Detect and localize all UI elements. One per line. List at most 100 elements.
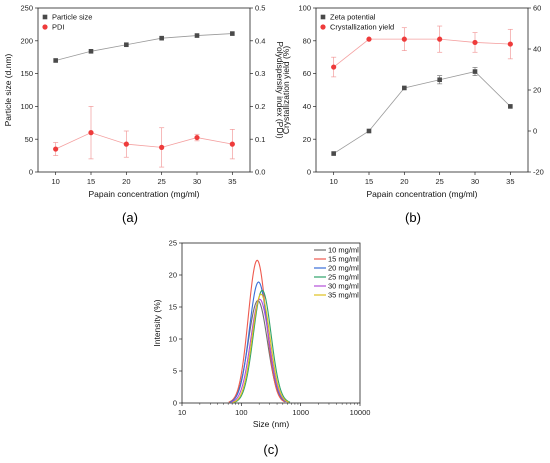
- y2-tick-label: 0.5: [255, 4, 265, 13]
- x-tick-label: 1000: [292, 408, 309, 417]
- series-line: [333, 38, 511, 68]
- data-point: [159, 35, 164, 41]
- data-point: [159, 144, 165, 150]
- data-point: [437, 77, 442, 83]
- y-tick-label: 250: [20, 4, 33, 13]
- panel-b: 10 15 20 25 30 35 0 20 40 60 80 100 -20 0 20 40 60 Papain…: [281, 4, 544, 225]
- panel-label: (c): [263, 442, 278, 457]
- legend-label: PDI: [52, 23, 65, 32]
- y2-axis-label: Polydispersity index (PDI): [275, 41, 285, 138]
- data-point: [123, 141, 129, 147]
- x-tick-label: 20: [400, 177, 408, 186]
- y-tick-label: 100: [298, 4, 311, 13]
- x-tick-label: 10: [51, 177, 59, 186]
- x-tick-label: 10: [178, 408, 186, 417]
- data-point: [124, 42, 129, 48]
- x-axis-label: Papain concentration (mg/ml): [366, 189, 477, 199]
- panel-label: (b): [405, 210, 421, 225]
- y-tick-label: 5: [173, 367, 177, 376]
- y2-tick-label: 40: [533, 45, 541, 54]
- data-point: [366, 36, 372, 42]
- data-point: [508, 104, 513, 109]
- data-point: [472, 69, 478, 74]
- y-tick-label: 0: [307, 168, 311, 177]
- legend-label: Crystallization yield: [330, 23, 394, 32]
- y-tick-label: 40: [303, 102, 311, 111]
- legend-marker: [320, 14, 326, 20]
- y2-tick-label: -20: [533, 168, 544, 177]
- y2-tick-label: 0.2: [255, 102, 265, 111]
- x-tick-label: 25: [435, 177, 443, 186]
- y-axis-label: Intensity (%): [152, 299, 162, 346]
- data-point: [88, 48, 94, 54]
- data-point: [366, 128, 372, 134]
- legend-label: 35 mg/ml: [328, 291, 359, 300]
- x-tick-label: 35: [228, 177, 236, 186]
- data-point: [331, 64, 337, 70]
- x-tick-label: 25: [157, 177, 165, 186]
- x-tick-label: 30: [193, 177, 201, 186]
- plot-frame: [37, 7, 251, 173]
- x-tick-label: 15: [365, 177, 373, 186]
- y2-tick-label: 20: [533, 86, 541, 95]
- y-tick-label: 150: [20, 69, 33, 78]
- legend-label: Zeta potential: [330, 13, 376, 22]
- size-distribution-curve: [228, 259, 286, 403]
- y2-tick-label: 0.1: [255, 135, 265, 144]
- y-axis-label: Crystallization yield (%): [281, 46, 291, 134]
- x-axis-label: Size (nm): [253, 419, 290, 429]
- y-tick-label: 25: [169, 239, 177, 248]
- x-tick-label: 20: [122, 177, 130, 186]
- data-point: [507, 41, 513, 47]
- legend-label: 25 mg/ml: [328, 273, 359, 282]
- data-point: [194, 33, 200, 38]
- legend-label: Particle size: [52, 13, 92, 22]
- y2-tick-label: 60: [533, 4, 541, 13]
- data-point: [229, 141, 235, 147]
- x-tick-label: 10000: [350, 408, 371, 417]
- y-tick-label: 15: [169, 303, 177, 312]
- plot-frame: [181, 242, 361, 404]
- legend-label: 30 mg/ml: [328, 282, 359, 291]
- legend-label: 20 mg/ml: [328, 264, 359, 273]
- x-tick-label: 10: [329, 177, 337, 186]
- size-distribution-curve: [231, 298, 288, 403]
- y-tick-label: 0: [173, 399, 177, 408]
- y-tick-label: 80: [303, 36, 311, 45]
- y-tick-label: 100: [20, 102, 33, 111]
- y-axis-label: Particle size (d.nm): [3, 53, 13, 126]
- series-line: [55, 33, 233, 61]
- data-point: [437, 36, 443, 42]
- panel-c: 10 100 1000 10000 0 5 10 15 20 25 Size (nm) Intensi…: [152, 239, 370, 457]
- legend-label: 10 mg/ml: [328, 246, 359, 255]
- series-line: [55, 132, 233, 150]
- series-line: [333, 71, 511, 154]
- y2-tick-label: 0: [533, 127, 537, 136]
- legend-marker: [42, 24, 48, 30]
- size-distribution-curve: [232, 293, 289, 403]
- data-point: [88, 130, 94, 136]
- y-tick-label: 50: [25, 135, 33, 144]
- data-point: [472, 39, 478, 46]
- data-point: [53, 58, 58, 63]
- data-point: [331, 151, 336, 156]
- x-tick-label: 35: [506, 177, 514, 186]
- size-distribution-curve: [233, 289, 291, 403]
- y-tick-label: 60: [303, 69, 311, 78]
- panel-label: (a): [122, 210, 138, 225]
- data-point: [401, 36, 407, 42]
- data-point: [53, 146, 59, 152]
- y2-tick-label: 0.4: [255, 36, 265, 45]
- y2-tick-label: 0.0: [255, 168, 265, 177]
- x-tick-label: 30: [471, 177, 479, 186]
- legend-marker: [320, 24, 326, 30]
- legend-marker: [42, 14, 48, 20]
- data-point: [402, 85, 407, 91]
- y-tick-label: 10: [169, 335, 177, 344]
- plot-frame: [315, 7, 529, 173]
- data-point: [230, 31, 235, 36]
- x-axis-label: Papain concentration (mg/ml): [88, 189, 199, 199]
- data-point: [194, 134, 200, 141]
- y-tick-label: 20: [303, 135, 311, 144]
